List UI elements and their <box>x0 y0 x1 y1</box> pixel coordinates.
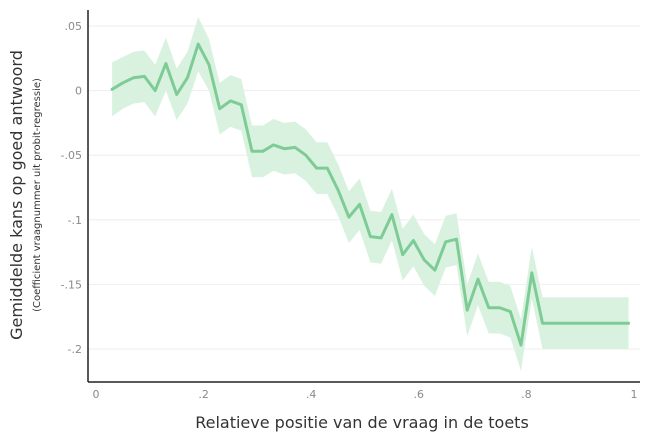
series-line-group <box>110 42 631 347</box>
x-tick-label: .6 <box>414 388 425 401</box>
y-tick-label: -.05 <box>61 149 82 162</box>
y-tick-label: -.2 <box>68 343 82 356</box>
x-tick-label: .2 <box>198 388 209 401</box>
x-tick-label: 0 <box>93 388 100 401</box>
y-tick-label: -.15 <box>61 278 82 291</box>
series-line <box>110 42 631 347</box>
y-axis-title: Gemiddelde kans op goed antwoord <box>7 50 26 340</box>
y-axis-subtitle: (Coefficient vraagnummer uit probit-regr… <box>32 78 43 312</box>
x-tick-labels: 0 .2 .4 .6 .8 1 <box>93 388 638 401</box>
y-tick-label: -.1 <box>68 214 82 227</box>
x-tick-label: .4 <box>306 388 317 401</box>
x-tick-label: .8 <box>521 388 532 401</box>
y-tick-label: 0 <box>75 85 82 98</box>
axes <box>87 10 640 383</box>
x-axis-title: Relatieve positie van de vraag in de toe… <box>195 413 529 432</box>
y-tick-label: .05 <box>65 20 83 33</box>
x-tick-label: 1 <box>631 388 638 401</box>
y-tick-labels: .05 0 -.05 -.1 -.15 -.2 <box>61 20 82 356</box>
